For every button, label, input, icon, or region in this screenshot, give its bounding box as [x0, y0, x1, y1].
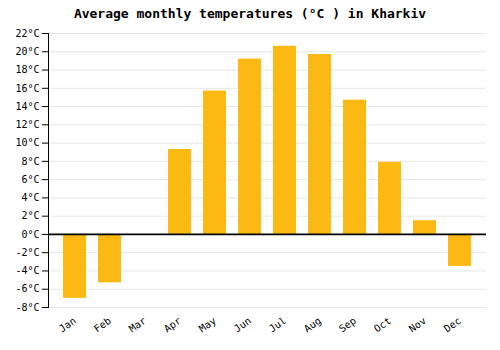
svg-text:20°C: 20°C [15, 46, 39, 57]
svg-text:Apr: Apr [162, 315, 183, 334]
svg-text:14°C: 14°C [15, 101, 39, 112]
svg-text:18°C: 18°C [15, 64, 39, 75]
svg-text:Nov: Nov [407, 315, 428, 334]
svg-text:Dec: Dec [442, 315, 463, 334]
svg-text:-4°C: -4°C [15, 265, 39, 276]
svg-text:Jan: Jan [57, 315, 78, 334]
svg-text:Mar: Mar [127, 315, 148, 334]
svg-text:12°C: 12°C [15, 119, 39, 130]
svg-text:16°C: 16°C [15, 83, 39, 94]
svg-text:Feb: Feb [92, 315, 113, 334]
svg-text:22°C: 22°C [15, 28, 39, 39]
svg-text:Aug: Aug [302, 315, 323, 334]
svg-text:Jun: Jun [232, 315, 253, 334]
svg-text:-6°C: -6°C [15, 283, 39, 294]
svg-text:-8°C: -8°C [15, 302, 39, 313]
svg-text:10°C: 10°C [15, 137, 39, 148]
svg-text:0°C: 0°C [21, 229, 39, 240]
svg-text:-2°C: -2°C [15, 247, 39, 258]
svg-text:Oct: Oct [372, 315, 393, 334]
svg-text:May: May [197, 315, 218, 334]
svg-text:4°C: 4°C [21, 192, 39, 203]
html-text:Average monthly temperatures (: Average monthly temperatures (°C ) in Kh… [73, 6, 427, 21]
svg-text:6°C: 6°C [21, 174, 39, 185]
svg-text:2°C: 2°C [21, 210, 39, 221]
svg-text:8°C: 8°C [21, 156, 39, 167]
svg-text:Sep: Sep [337, 315, 358, 334]
svg-text:Jul: Jul [267, 315, 288, 334]
